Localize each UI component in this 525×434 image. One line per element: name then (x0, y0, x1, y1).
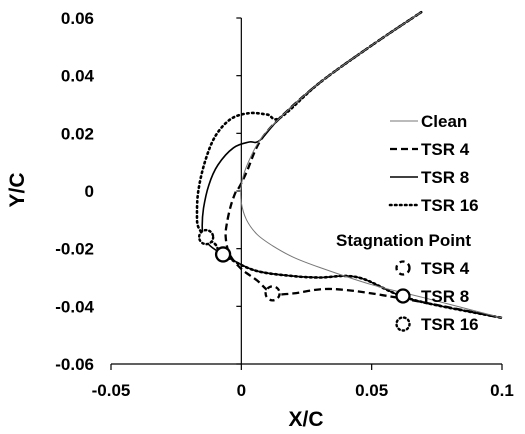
legend-marker-tsr-8 (395, 288, 411, 304)
y-axis-label: Y/C (6, 172, 29, 207)
stagnation-marker-tsr-16 (197, 228, 215, 246)
legend-label: Clean (421, 112, 467, 131)
x-tick-label: 0.1 (490, 381, 514, 400)
legend-marker-tsr-16 (395, 316, 411, 332)
x-tick-label: -0.05 (92, 381, 131, 400)
x-tick-label: 0.05 (355, 381, 388, 400)
x-tick-label: 0 (237, 381, 246, 400)
y-tick-label: 0.04 (61, 67, 95, 86)
series-line-clean (240, 11, 503, 319)
legend-label: TSR 4 (421, 140, 470, 159)
legend-label: TSR 16 (421, 196, 479, 215)
y-tick-label: 0.06 (61, 9, 94, 28)
legend-label: TSR 4 (421, 259, 470, 278)
stagnation-legend-title: Stagnation Point (336, 231, 471, 250)
plot-lines (195, 10, 504, 320)
y-tick-label: -0.04 (55, 297, 94, 316)
stagnation-markers (197, 228, 281, 302)
legend: Clean TSR 4 TSR 8 TSR 16 Stagnation Point TSR… (336, 112, 479, 334)
axes: 0.06 0.04 0.02 0 -0.02 -0.04 -0.06 -0.05 0 0.05 0.… (55, 9, 514, 400)
y-tick-label: -0.02 (55, 240, 94, 259)
stagnation-marker-tsr-8 (214, 246, 232, 263)
x-axis-label: X/C (288, 408, 323, 431)
y-tick-label: -0.06 (55, 355, 94, 374)
legend-label: TSR 8 (421, 287, 469, 306)
y-tick-label: 0 (85, 182, 94, 201)
legend-label: TSR 8 (421, 168, 469, 187)
stagnation-marker-tsr-4 (264, 285, 281, 302)
legend-marker-tsr-4 (395, 260, 411, 276)
legend-label: TSR 16 (421, 315, 479, 334)
y-tick-label: 0.02 (61, 124, 94, 143)
